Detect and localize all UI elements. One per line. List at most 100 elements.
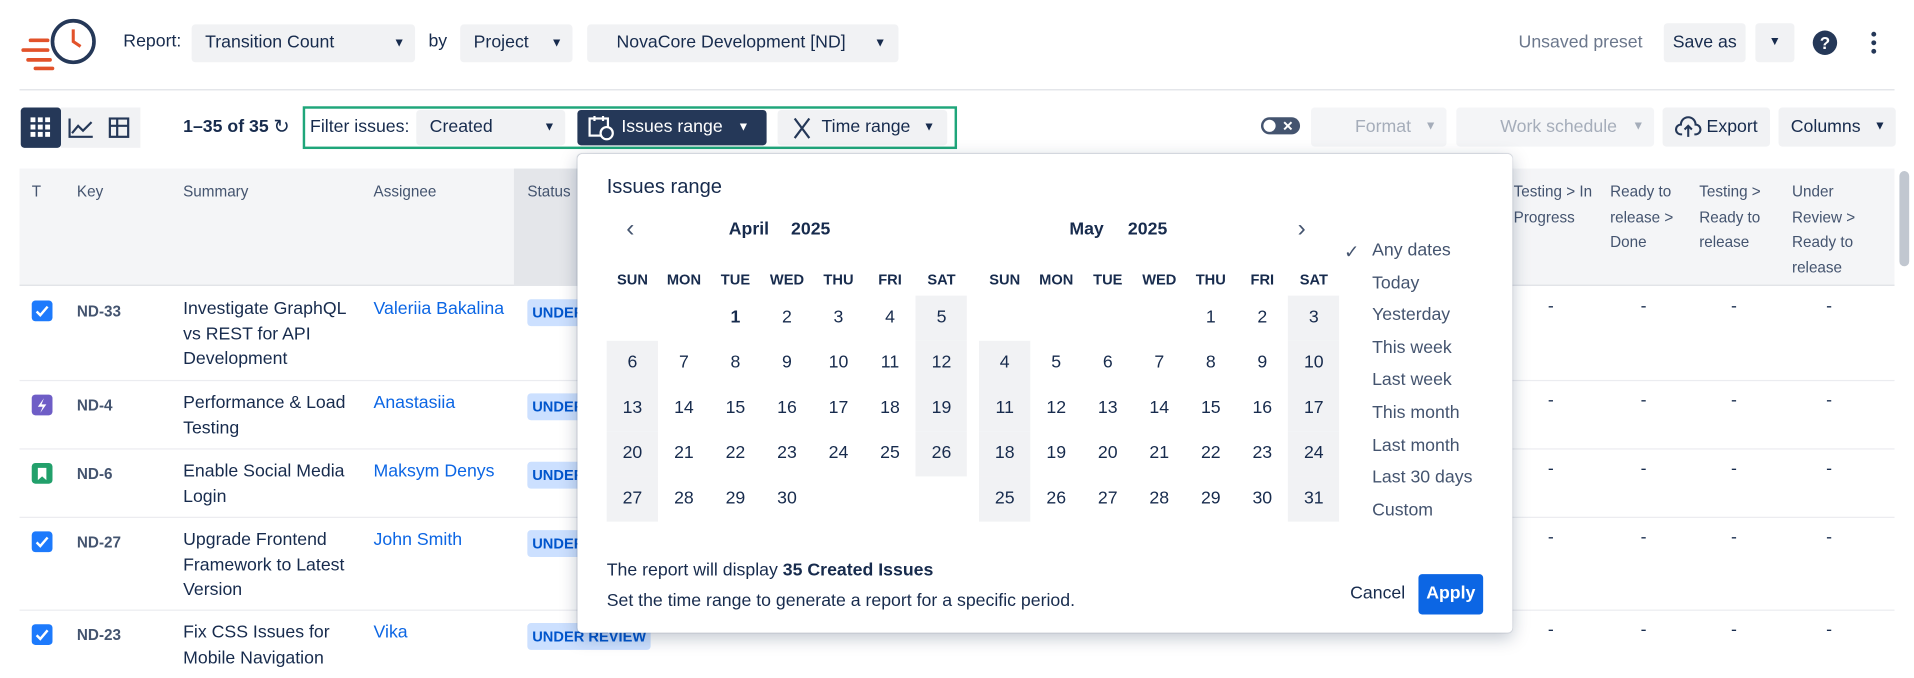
day[interactable]: 19 [915,386,968,432]
day[interactable]: 30 [777,488,797,509]
cancel-button[interactable]: Cancel [1350,583,1406,604]
day[interactable]: 17 [828,398,849,418]
day[interactable]: 14 [1149,398,1170,418]
assignee[interactable]: Valeriia Bakalina [373,299,505,319]
day[interactable]: 25 [880,443,900,463]
day[interactable]: 24 [828,443,849,463]
day[interactable]: 10 [1288,340,1340,387]
more-button[interactable] [1868,29,1880,56]
preset-option[interactable]: This week [1372,338,1452,358]
day[interactable]: 18 [880,398,900,418]
day[interactable]: 10 [828,353,849,373]
prev-month[interactable]: ‹ [626,215,635,242]
day[interactable]: 23 [777,443,797,463]
day[interactable]: 31 [1288,476,1340,522]
day[interactable]: 2 [782,307,792,328]
day[interactable]: 17 [1288,386,1340,432]
format-button[interactable]: Format ▼ [1311,107,1447,147]
day[interactable]: 16 [777,398,797,418]
day[interactable]: 7 [1154,353,1165,373]
day[interactable]: 9 [1257,353,1268,373]
preset-option[interactable]: Custom [1372,500,1434,521]
apply-button[interactable]: Apply [1418,574,1484,615]
assignee[interactable]: Maksym Denys [373,461,495,482]
time-range-button[interactable]: Time range ▼ [777,109,948,146]
columns-button[interactable]: Columns ▼ [1778,107,1896,147]
preset-option[interactable]: Any dates [1372,240,1451,261]
refresh-icon[interactable]: ↻ [273,117,290,139]
month-select[interactable]: May [1069,219,1104,240]
day[interactable]: 14 [674,398,694,418]
issues-range-button[interactable]: Issues range ▼ [577,109,767,146]
day[interactable]: 13 [606,386,659,432]
day[interactable]: 26 [915,431,968,477]
day[interactable]: 5 [915,295,968,341]
preset-option[interactable]: Last month [1372,435,1460,456]
day[interactable]: 21 [674,443,694,463]
day[interactable]: 16 [1252,398,1273,418]
report-select[interactable]: Transition Count ▼ [191,24,416,63]
day[interactable]: 5 [1051,353,1062,373]
day[interactable]: 4 [885,307,895,328]
day[interactable]: 9 [782,353,792,373]
day[interactable]: 27 [606,476,659,522]
day[interactable]: 21 [1149,443,1170,463]
preset-option[interactable]: Last 30 days [1372,468,1473,488]
preset-option[interactable]: Today [1372,273,1420,293]
day[interactable]: 23 [1252,443,1273,463]
day[interactable]: 29 [1200,488,1221,509]
day[interactable]: 15 [725,398,746,418]
day[interactable]: 6 [1102,353,1113,373]
day[interactable]: 2 [1257,307,1268,328]
day[interactable]: 20 [1097,443,1118,463]
assignee[interactable]: John Smith [373,530,463,550]
grid-view-button[interactable] [20,107,62,148]
group-select[interactable]: Project ▼ [460,24,573,63]
day[interactable]: 12 [1046,398,1067,418]
assignee[interactable]: Vika [373,623,408,643]
preset-option[interactable]: Yesterday [1372,305,1451,326]
preset-option[interactable]: This month [1372,403,1460,423]
day[interactable]: 11 [880,353,900,373]
day[interactable]: 26 [1046,488,1067,509]
day[interactable]: 19 [1046,443,1067,463]
day[interactable]: 24 [1288,431,1340,477]
export-button[interactable]: Export [1662,107,1771,147]
day[interactable]: 3 [833,307,844,328]
filter-select[interactable]: Created ▼ [416,109,566,146]
project-select[interactable]: NovaCore Development [ND] ▼ [587,24,899,63]
day[interactable]: 28 [674,488,694,509]
year-select[interactable]: 2025 [791,219,831,240]
day[interactable]: 18 [979,431,1031,477]
day[interactable]: 30 [1252,488,1273,509]
save-as-button[interactable]: Save as [1663,23,1746,63]
day[interactable]: 7 [678,353,689,373]
next-month[interactable]: › [1297,215,1306,242]
day[interactable]: 1 [1205,307,1216,328]
day[interactable]: 27 [1097,488,1118,509]
help-button[interactable]: ? [1812,29,1839,56]
work-schedule-button[interactable]: Work schedule ▼ [1456,107,1655,147]
day[interactable]: 28 [1149,488,1170,509]
day[interactable]: 15 [1200,398,1221,418]
day[interactable]: 29 [725,488,746,509]
day[interactable]: 4 [979,340,1031,387]
day[interactable]: 8 [1205,353,1216,373]
month-select[interactable]: April [728,219,770,240]
preset-option[interactable]: Last week [1372,370,1452,391]
day[interactable]: 25 [979,476,1031,522]
day[interactable]: 11 [979,386,1031,432]
day[interactable]: 20 [606,431,659,477]
day[interactable]: 22 [1200,443,1221,463]
day[interactable]: 8 [730,353,741,373]
day[interactable]: 3 [1288,295,1340,341]
day[interactable]: 13 [1097,398,1118,418]
toggle[interactable] [1260,116,1302,136]
view-buttons[interactable] [61,107,141,148]
day[interactable]: 22 [725,443,746,463]
assignee[interactable]: Anastasiia [373,393,456,413]
day[interactable]: 12 [915,340,968,387]
day[interactable]: 6 [606,340,659,387]
day[interactable]: 1 [730,307,741,328]
save-menu-button[interactable]: ▼ [1755,23,1795,63]
